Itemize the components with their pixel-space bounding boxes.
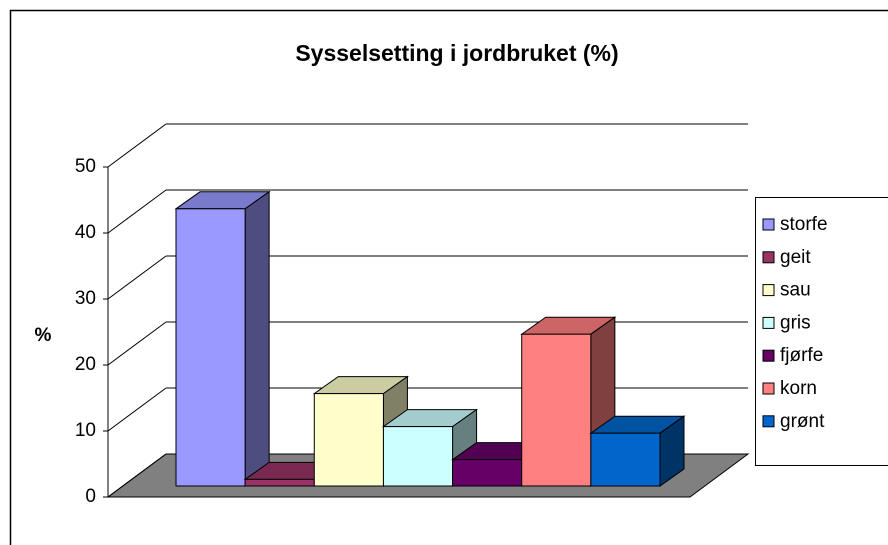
grid-line — [107, 321, 167, 366]
bar — [521, 333, 592, 487]
y-tick-label: 0 — [85, 486, 96, 507]
grid-line — [107, 387, 167, 432]
legend-swatch — [762, 349, 775, 362]
legend-label: korn — [780, 378, 817, 399]
bar — [382, 426, 454, 487]
legend-label: storfe — [780, 214, 828, 235]
legend-label: fjørfe — [780, 345, 823, 366]
bar — [175, 208, 246, 487]
y-tick-label: 30 — [75, 288, 96, 309]
legend-label: sau — [780, 280, 811, 301]
legend-label: grønt — [780, 411, 825, 432]
bar — [590, 432, 661, 487]
grid-line — [107, 123, 167, 168]
legend-swatch — [762, 218, 775, 231]
legend-box — [755, 197, 888, 466]
legend-swatch — [762, 284, 775, 297]
y-tick-label: 50 — [75, 156, 96, 177]
grid-line — [107, 255, 167, 300]
bar — [313, 393, 384, 487]
chart-title: Sysselsetting i jordbruket (%) — [295, 40, 618, 66]
legend-label: geit — [780, 247, 811, 268]
bar-side — [244, 190, 270, 487]
legend-swatch — [762, 382, 775, 395]
grid-line — [107, 453, 167, 498]
legend-swatch — [762, 415, 775, 428]
bar — [452, 459, 523, 487]
legend-swatch — [762, 316, 775, 329]
y-tick-label: 10 — [75, 420, 96, 441]
legend-label: gris — [780, 312, 811, 333]
y-tick-label: 20 — [75, 354, 96, 375]
y-axis-label: % — [35, 325, 52, 346]
bar — [244, 478, 315, 487]
grid-line — [107, 189, 167, 234]
y-tick-label: 40 — [75, 222, 96, 243]
legend-swatch — [762, 251, 775, 264]
